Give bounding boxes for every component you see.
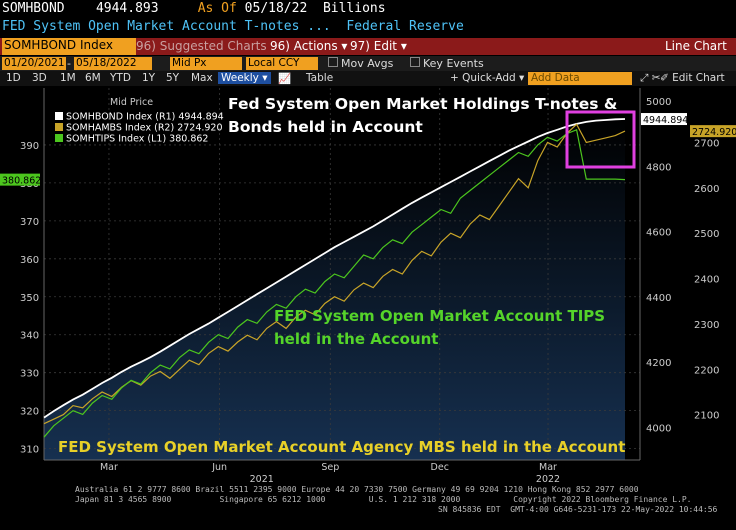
month-tick: Mar — [100, 462, 118, 473]
zoom-icons[interactable]: ⤢ ✂ — [640, 72, 661, 84]
legend-bond: SOMHBOND Index (R1) 4944.894 — [66, 112, 224, 123]
suggested-charts-button[interactable]: 96) Suggested Charts — [136, 39, 267, 53]
mov-avgs-label: Mov Avgs — [341, 57, 394, 70]
edit-chart-button[interactable]: ✐ Edit Chart — [660, 72, 725, 84]
last-value-label-mbs: 2724.920 — [692, 127, 736, 138]
footer-contacts-1: Australia 61 2 9777 8600 Brazil 5511 239… — [75, 485, 639, 494]
left-axis-tick: 360 — [20, 255, 39, 266]
right1-axis-tick: 4200 — [646, 358, 671, 369]
bond-area-fill — [44, 119, 625, 460]
as-of-label: As Of — [197, 1, 237, 16]
month-tick: Dec — [431, 462, 449, 473]
right2-axis-tick: 2700 — [694, 138, 719, 149]
right1-axis-tick: 4800 — [646, 162, 671, 173]
line-chart-icon[interactable]: 📈 — [278, 73, 292, 85]
security-description: FED System Open Market Account T-notes .… — [2, 19, 464, 34]
legend-swatch-tips — [55, 134, 63, 142]
month-tick: Mar — [539, 462, 557, 473]
period-max[interactable]: Max — [191, 72, 213, 84]
period-1m[interactable]: 1M — [60, 72, 76, 84]
actions-menu[interactable]: 96) Actions ▾ — [270, 39, 348, 53]
last-value-tag-tips — [0, 173, 40, 186]
right2-axis-tick: 2500 — [694, 229, 719, 240]
period-1d[interactable]: 1D — [6, 72, 21, 84]
key-events-toggle[interactable]: Key Events — [410, 57, 484, 70]
left-axis-tick: 330 — [20, 369, 39, 380]
date-separator: - — [67, 57, 71, 70]
function-toolbar: SOMHBOND Index 96) Suggested Charts 96) … — [0, 38, 736, 55]
date-settings-row: 01/20/2021 - 05/18/2022 Mid Px Local CCY… — [0, 56, 736, 71]
frequency-label: Weekly — [221, 72, 259, 84]
right2-axis-tick: 2200 — [694, 365, 719, 376]
month-tick: Sep — [321, 462, 339, 473]
right1-axis-tick: 4400 — [646, 293, 671, 304]
period-ytd[interactable]: YTD — [110, 72, 131, 84]
end-date-field[interactable]: 05/18/2022 — [74, 57, 152, 70]
left-axis-tick: 310 — [20, 445, 39, 456]
mbs-annotation: FED System Open Market Account Agency MB… — [58, 438, 625, 456]
month-tick: Jun — [211, 462, 227, 473]
period-6m[interactable]: 6M — [85, 72, 101, 84]
price-field-select[interactable]: Mid Px — [170, 57, 242, 70]
left-axis-tick: 370 — [20, 217, 39, 228]
table-button[interactable]: Table — [306, 72, 334, 84]
start-date-field[interactable]: 01/20/2021 — [2, 57, 66, 70]
period-1y[interactable]: 1Y — [142, 72, 156, 84]
period-3d[interactable]: 3D — [32, 72, 47, 84]
right2-axis-tick: 2100 — [694, 411, 719, 422]
series-line-mbs — [43, 123, 626, 425]
chart-title: Fed System Open Market Holdings T-notes … — [228, 95, 618, 136]
left-axis-tick: 340 — [20, 331, 39, 342]
frequency-select[interactable]: Weekly ▾ — [218, 72, 271, 84]
quick-add-button[interactable]: + Quick-Add ▾ — [450, 72, 525, 84]
chart-type-label: Line Chart — [665, 39, 727, 53]
header-value: 4944.893 — [95, 1, 159, 16]
checkbox-icon — [328, 57, 338, 67]
last-value-label-bond: 4944.894 — [643, 115, 688, 126]
add-data-input[interactable]: Add Data — [528, 72, 632, 85]
year-label: 2022 — [536, 474, 560, 485]
series-line-bond — [43, 118, 626, 419]
legend-tips: SOMHTIPS Index (L1) 380.862 — [66, 134, 208, 145]
currency-select[interactable]: Local CCY — [246, 57, 318, 70]
left-axis-tick: 390 — [20, 141, 39, 152]
mov-avgs-toggle[interactable]: Mov Avgs — [328, 57, 393, 70]
year-label: 2021 — [250, 474, 274, 485]
tips-annotation-text: FED System Open Market Account TIPS held… — [274, 307, 606, 348]
last-value-tag-bond — [641, 113, 687, 126]
legend-swatch-bond — [55, 112, 63, 120]
legend-title: Mid Price — [110, 97, 153, 108]
edit-menu[interactable]: 97) Edit ▾ — [350, 39, 407, 53]
right1-axis-tick: 5000 — [646, 97, 671, 108]
chart-title-text: Fed System Open Market Holdings T-notes … — [228, 95, 618, 136]
last-value-tag-mbs — [690, 125, 736, 138]
footer-session: SN 845836 EDT GMT-4:00 G646-5231-173 22-… — [438, 505, 718, 514]
period-row: 1D 3D 1M 6M YTD 1Y 5Y Max Weekly ▾ 📈 Tab… — [0, 71, 736, 86]
footer-contacts-2: Japan 81 3 4565 8900 Singapore 65 6212 1… — [75, 495, 692, 504]
units-label: Billions — [322, 1, 386, 16]
legend: Mid Price SOMHBOND Index (R1) 4944.894 S… — [55, 97, 224, 145]
legend-swatch-mbs — [55, 123, 63, 131]
right1-axis-tick: 4600 — [646, 228, 671, 239]
right2-axis-tick: 2400 — [694, 275, 719, 286]
header-line: SOMHBOND 4944.893 As Of 05/18/22 Billion… — [2, 1, 386, 16]
as-of-date: 05/18/22 — [244, 1, 308, 16]
period-5y[interactable]: 5Y — [166, 72, 180, 84]
left-axis-tick: 320 — [20, 407, 39, 418]
checkbox-icon — [410, 57, 420, 67]
right1-axis-tick: 4000 — [646, 423, 671, 434]
index-name-field[interactable]: SOMHBOND Index — [2, 38, 136, 55]
key-events-label: Key Events — [423, 57, 484, 70]
highlight-box — [565, 110, 636, 169]
ticker: SOMHBOND — [2, 1, 65, 16]
series-line-tips — [43, 128, 626, 438]
left-axis-tick: 350 — [20, 293, 39, 304]
tips-annotation: FED System Open Market Account TIPS held… — [274, 307, 606, 348]
right2-axis-tick: 2600 — [694, 184, 719, 195]
last-value-label-tips: 380.862 — [2, 176, 41, 187]
legend-mbs: SOMHAMBS Index (R2) 2724.920 — [66, 123, 223, 134]
right2-axis-tick: 2300 — [694, 320, 719, 331]
